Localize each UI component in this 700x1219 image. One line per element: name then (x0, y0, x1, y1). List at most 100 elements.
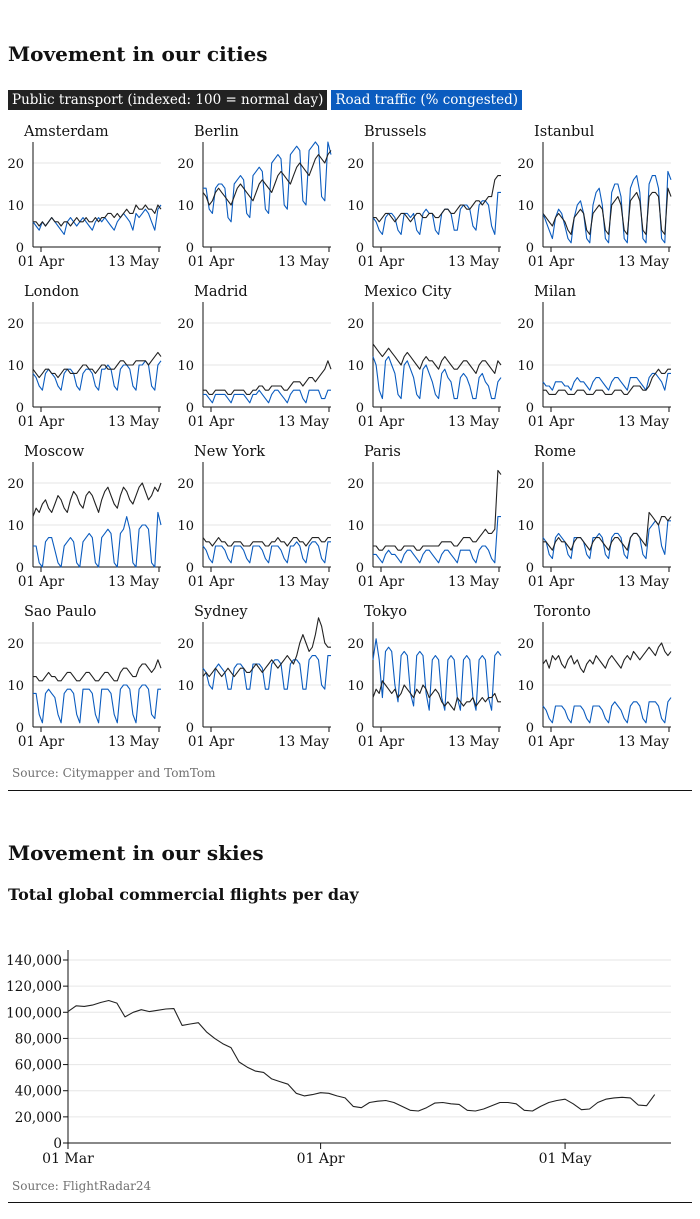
skies-source-note: Source: FlightRadar24 (12, 1179, 152, 1193)
x-tick-label: 01 Apr (297, 1151, 345, 1167)
road-traffic-line (202, 541, 331, 564)
public-transport-line (32, 482, 162, 517)
y-tick-label: 10 (7, 359, 24, 374)
city-panel-berlin: Berlin 0 10 20 01 Apr 13 May (177, 124, 332, 270)
y-tick-label: 0 (16, 721, 24, 736)
y-tick-label: 0 (356, 401, 364, 416)
y-tick-label: 0 (16, 241, 24, 256)
y-tick-label: 0 (186, 401, 194, 416)
cities-section-title: Movement in our cities (8, 42, 268, 66)
skies-section-title: Movement in our skies (8, 841, 264, 865)
y-tick-label: 20 (347, 317, 364, 332)
public-transport-line (542, 187, 672, 235)
y-tick-label: 10 (7, 199, 24, 214)
panel-city-title: Moscow (24, 444, 85, 460)
road-traffic-line (542, 697, 672, 724)
x-tick-label: 01 Apr (358, 414, 405, 430)
x-tick-label: 01 Apr (18, 574, 65, 590)
y-tick-label: 10 (177, 519, 194, 534)
city-panel-mexico-city: Mexico City 0 10 20 01 Apr 13 May (347, 284, 502, 430)
public-transport-line (543, 511, 672, 551)
skies-section-divider (8, 1202, 692, 1203)
y-tick-label: 0 (356, 561, 364, 576)
y-tick-label: 20 (177, 157, 194, 172)
y-tick-label: 10 (517, 359, 534, 374)
x-tick-label: 01 Apr (18, 414, 65, 430)
y-tick-label: 20 (7, 157, 24, 172)
x-tick-label: 13 May (278, 254, 329, 270)
y-tick-label: 20 (7, 317, 24, 332)
y-tick-label: 10 (517, 519, 534, 534)
y-tick-label: 10 (177, 359, 194, 374)
public-transport-line (32, 351, 162, 379)
public-transport-line (542, 642, 672, 673)
x-tick-label: 01 Apr (188, 414, 235, 430)
y-tick-label: 0 (53, 1136, 62, 1152)
road-traffic-line (542, 520, 671, 560)
x-tick-label: 13 May (278, 574, 329, 590)
public-transport-line (33, 659, 162, 682)
x-tick-label: 01 Apr (18, 254, 65, 270)
x-tick-label: 01 Apr (528, 254, 575, 270)
city-panel-moscow: Moscow 0 10 20 01 Apr 13 May (7, 444, 162, 590)
panel-city-title: Sydney (194, 604, 248, 620)
city-panel-toronto: Toronto 0 10 20 01 Apr 13 May (517, 604, 672, 750)
x-tick-label: 01 May (539, 1151, 592, 1167)
panel-city-title: Mexico City (364, 284, 452, 300)
y-tick-label: 10 (7, 679, 24, 694)
y-tick-label: 20 (7, 637, 24, 652)
public-transport-line (543, 368, 671, 395)
y-tick-label: 10 (347, 359, 364, 374)
panel-city-title: Tokyo (364, 604, 407, 620)
y-tick-label: 10 (347, 519, 364, 534)
public-transport-line (372, 343, 502, 374)
y-tick-label: 20 (517, 637, 534, 652)
road-traffic-line (33, 684, 161, 724)
y-tick-label: 20 (517, 317, 534, 332)
y-tick-label: 0 (526, 561, 534, 576)
x-tick-label: 01 Apr (188, 254, 235, 270)
city-panel-rome: Rome 0 10 20 01 Apr 13 May (517, 444, 672, 590)
panel-city-title: Paris (364, 444, 401, 460)
panel-city-title: Madrid (194, 284, 248, 300)
x-tick-label: 13 May (108, 414, 159, 430)
y-tick-label: 100,000 (6, 1005, 62, 1021)
y-tick-label: 0 (526, 401, 534, 416)
city-panel-tokyo: Tokyo 0 10 20 01 Apr 13 May (347, 604, 502, 750)
x-tick-label: 13 May (448, 734, 499, 750)
x-tick-label: 13 May (618, 574, 669, 590)
public-transport-line (203, 360, 332, 395)
public-transport-line (202, 617, 331, 678)
x-tick-label: 13 May (448, 414, 499, 430)
y-tick-label: 10 (7, 519, 24, 534)
x-tick-label: 01 Apr (188, 734, 235, 750)
x-tick-label: 13 May (278, 414, 329, 430)
x-tick-label: 13 May (108, 254, 159, 270)
legend-road-traffic: Road traffic (% congested) (331, 90, 522, 110)
y-tick-label: 0 (526, 241, 534, 256)
panel-city-title: Sao Paulo (24, 604, 96, 620)
panel-city-title: Berlin (194, 124, 239, 140)
public-transport-line (202, 537, 331, 547)
x-tick-label: 13 May (618, 734, 669, 750)
y-tick-label: 10 (347, 199, 364, 214)
x-tick-label: 01 Mar (42, 1151, 94, 1167)
y-tick-label: 20 (517, 157, 534, 172)
cities-section-divider (8, 790, 692, 791)
panel-city-title: Amsterdam (23, 124, 109, 140)
panel-city-title: Toronto (534, 604, 591, 620)
x-tick-label: 13 May (448, 254, 499, 270)
city-panel-sydney: Sydney 0 10 20 01 Apr 13 May (177, 604, 331, 750)
road-traffic-line (372, 191, 501, 235)
panel-city-title: London (24, 284, 79, 300)
road-traffic-line (203, 141, 332, 223)
flights-line-chart: 0 20,000 40,000 60,000 80,000 100,000 120,000 1… (6, 950, 671, 1167)
y-tick-label: 20 (517, 477, 534, 492)
flights-line (67, 999, 656, 1112)
y-tick-label: 10 (177, 199, 194, 214)
x-tick-label: 01 Apr (528, 414, 575, 430)
public-transport-line (373, 175, 501, 223)
y-tick-label: 0 (356, 721, 364, 736)
x-tick-label: 01 Apr (528, 574, 575, 590)
y-tick-label: 0 (356, 241, 364, 256)
